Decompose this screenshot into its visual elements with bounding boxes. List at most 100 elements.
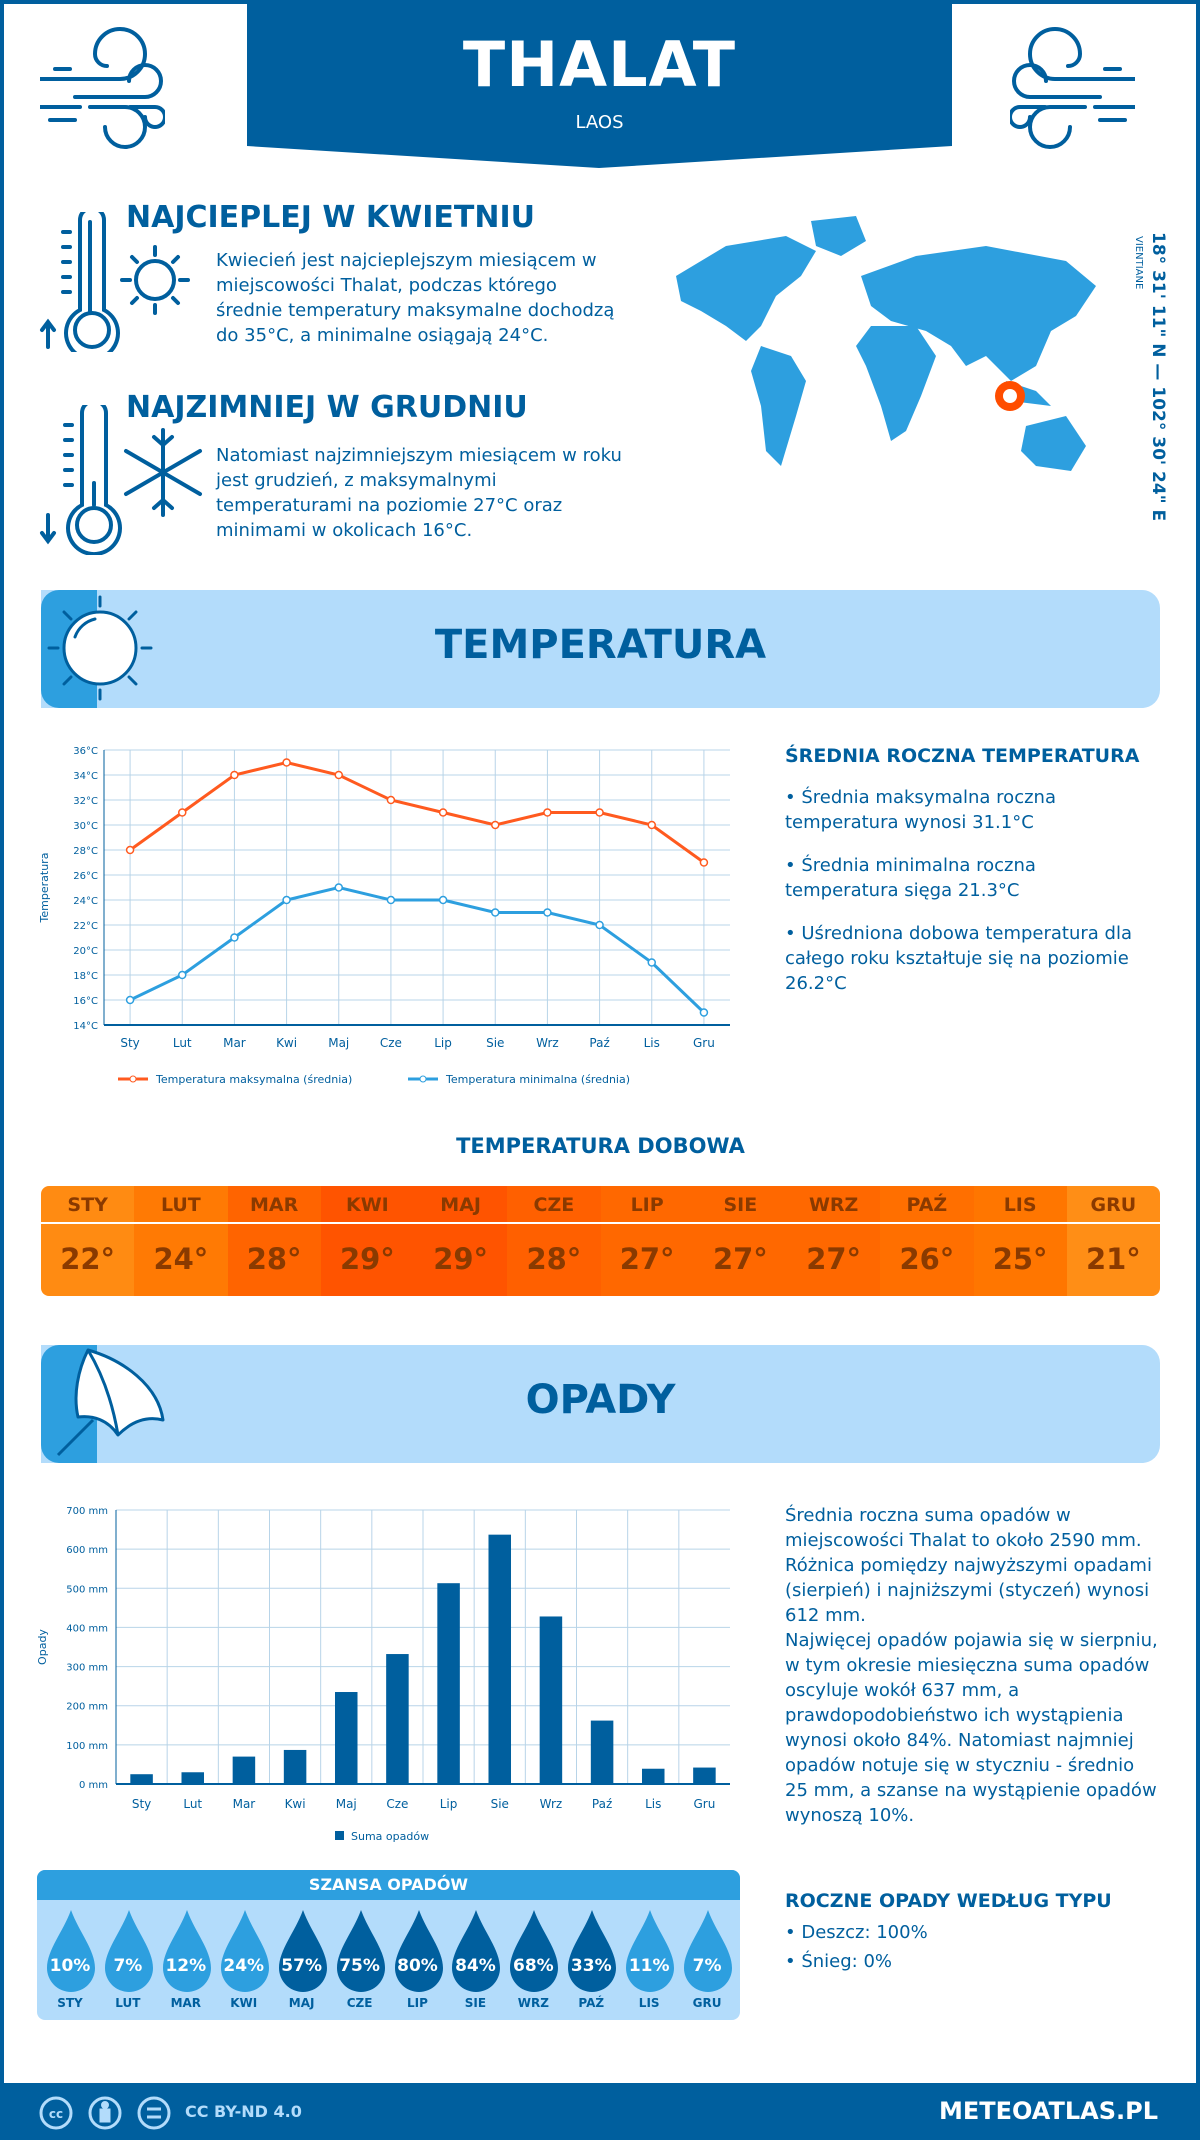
rain-chance-item: 84% SIE: [446, 1900, 504, 2020]
x-tick-label: Lis: [644, 1036, 660, 1050]
thermometer-cold-icon: [40, 405, 202, 555]
x-tick-label: Paź: [592, 1797, 612, 1811]
rain-chance-item: 68% WRZ: [504, 1900, 562, 2020]
month-label: LUT: [134, 1186, 228, 1224]
legend-swatch: [335, 1831, 344, 1840]
bar: [232, 1756, 256, 1784]
precip-type-title: ROCZNE OPADY WEDŁUG TYPU: [785, 1890, 1112, 1912]
cc-icon: [39, 2096, 73, 2130]
raindrop-icon: [336, 1910, 385, 1992]
month-label: WRZ: [517, 1996, 549, 2010]
data-point: [334, 883, 343, 892]
x-tick-label: Sie: [491, 1797, 509, 1811]
rain-chance-item: 33% PAŹ: [562, 1900, 620, 2020]
x-tick-label: Gru: [693, 1797, 715, 1811]
rain-chance-title: SZANSA OPADÓW: [37, 1870, 740, 1900]
site-link[interactable]: METEOATLAS.PL: [938, 2097, 1158, 2125]
x-tick-label: Paź: [589, 1036, 609, 1050]
chance-value: 80%: [397, 1956, 438, 1976]
daily-temp-column: SIE 27°: [693, 1186, 787, 1296]
chance-value: 33%: [570, 1956, 612, 1976]
x-tick-label: Kwi: [276, 1036, 297, 1050]
precip-type-summary: ROCZNE OPADY WEDŁUG TYPU • Deszcz: 100% …: [785, 1890, 1155, 1974]
data-point: [647, 820, 656, 830]
temp-value: 28°: [246, 1242, 302, 1276]
month-label: SIE: [693, 1186, 787, 1224]
raindrop-icon: [220, 1910, 269, 1992]
summary-bullet: • Średnia minimalna roczna temperatura s…: [785, 855, 1036, 901]
y-tick-label: 400 mm: [66, 1623, 108, 1634]
month-label: GRU: [1066, 1186, 1160, 1224]
month-label: MAR: [227, 1186, 321, 1224]
y-tick-label: 200 mm: [66, 1702, 108, 1713]
raindrop-icon: [684, 1910, 733, 1992]
daily-temp-column: MAR 28°: [227, 1186, 321, 1296]
no-derivatives-icon: [137, 2096, 171, 2130]
month-label: PAŹ: [578, 1996, 605, 2010]
chance-value: 68%: [512, 1956, 554, 1976]
data-point: [699, 1008, 709, 1017]
month-label: SIE: [464, 1996, 487, 2010]
y-tick-label: 600 mm: [66, 1545, 108, 1556]
data-point: [543, 908, 552, 917]
rain-chance-panel: SZANSA OPADÓW 10% STY 7% LUT 12% MAR 24% KWI 57%…: [37, 1870, 740, 2020]
daily-temp-column: LUT 24°: [134, 1186, 228, 1296]
svg-text:cc: cc: [49, 2107, 63, 2121]
y-tick-label: 500 mm: [66, 1584, 108, 1595]
rain-chance-item: 57% MAJ: [273, 1900, 331, 2020]
x-tick-label: Lut: [173, 1036, 192, 1050]
data-point: [334, 770, 343, 780]
world-map: [676, 216, 1096, 471]
bar: [181, 1772, 205, 1784]
legend-label: Suma opadów: [351, 1830, 429, 1843]
x-tick-label: Sie: [486, 1036, 504, 1050]
y-tick-label: 28°C: [73, 846, 98, 857]
precipitation-chart: 0 mm 100 mm 200 mm 300 mm 400 mm 500 mm 600 mm…: [36, 1506, 730, 1843]
chance-value: 57%: [281, 1956, 322, 1976]
y-tick-label: 100 mm: [66, 1741, 108, 1752]
raindrop-icon: [452, 1910, 501, 1992]
x-tick-label: Lis: [645, 1797, 661, 1811]
x-tick-label: Cze: [380, 1036, 402, 1050]
month-label: LIS: [638, 1996, 660, 2010]
raindrop-icon: [626, 1910, 675, 1992]
y-tick-label: 30°C: [73, 821, 98, 832]
city-title: THALAT: [462, 28, 737, 101]
country-label: LAOS: [575, 112, 624, 133]
data-point: [438, 808, 448, 817]
raindrop-icon: [47, 1910, 95, 1992]
chance-value: 10%: [49, 1956, 91, 1976]
raindrop-icon: [104, 1910, 153, 1992]
sun-icon: [47, 595, 153, 701]
rain-chance-item: 7% GRU: [678, 1900, 736, 2020]
bar: [437, 1583, 460, 1784]
chance-value: 7%: [692, 1956, 722, 1976]
data-point: [386, 895, 396, 905]
data-point: [125, 995, 135, 1005]
series-line: [129, 885, 705, 1014]
rain-chance-item: 80% LIP: [389, 1900, 447, 2020]
chance-value: 7%: [113, 1956, 143, 1976]
precip-type-item: • Śnieg: 0%: [785, 1951, 893, 1972]
header-banner: [247, 0, 952, 168]
daily-temp-column: LIP 27°: [600, 1186, 694, 1296]
chance-value: 75%: [339, 1956, 380, 1976]
month-label: WRZ: [787, 1186, 881, 1224]
month-label: LIP: [407, 1996, 428, 2010]
x-tick-label: Sty: [120, 1036, 139, 1050]
data-point: [386, 795, 396, 805]
bar: [386, 1654, 409, 1784]
attribution-icon: [88, 2096, 122, 2130]
bar: [641, 1768, 665, 1784]
y-tick-label: 14°C: [73, 1021, 98, 1032]
precipitation-text: Najwięcej opadów pojawia się w sierpniu,…: [785, 1630, 1158, 1826]
data-point: [178, 970, 187, 980]
bar: [334, 1692, 358, 1784]
month-label: STY: [57, 1996, 83, 2010]
bar: [488, 1534, 512, 1784]
temp-value: 27°: [619, 1242, 675, 1276]
rain-chance-item: 24% KWI: [215, 1900, 273, 2020]
y-tick-label: 16°C: [73, 996, 98, 1007]
data-point: [595, 920, 604, 930]
summary-bullet: • Uśredniona dobowa temperatura dla całe…: [785, 923, 1133, 994]
